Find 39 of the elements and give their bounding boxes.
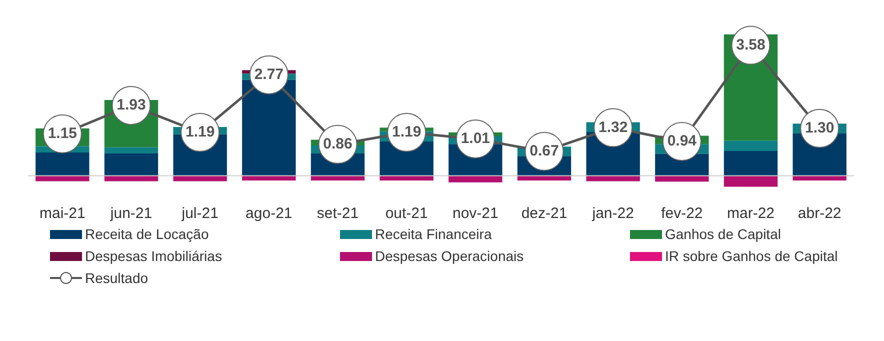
legend-label: Despesas Operacionais <box>375 248 524 264</box>
x-tick-label: set-21 <box>316 205 359 222</box>
bar <box>104 147 158 154</box>
x-tick-label: jun-21 <box>109 205 152 222</box>
bar <box>724 140 778 151</box>
legend-label: Receita Financeira <box>375 226 492 242</box>
x-tick-label: out-21 <box>385 205 428 222</box>
legend-label: Despesas Imobiliárias <box>85 248 222 264</box>
x-tick-label: fev-22 <box>661 205 703 222</box>
x-tick-label: mar-22 <box>726 205 775 222</box>
x-tick-label: dez-21 <box>521 205 568 222</box>
data-label: 0.86 <box>323 136 352 153</box>
data-label: 3.58 <box>736 36 766 54</box>
bar <box>104 154 158 176</box>
bar <box>36 152 90 176</box>
data-label: 1.01 <box>460 130 490 148</box>
data-label: 1.30 <box>804 120 834 137</box>
data-label: 0.94 <box>667 132 698 150</box>
x-tick-label: abr-22 <box>798 205 842 222</box>
legend-label: IR sobre Ganhos de Capital <box>665 248 838 264</box>
data-label: 1.19 <box>392 124 422 141</box>
bar <box>242 80 296 176</box>
legend-label: Receita de Locação <box>85 226 209 242</box>
data-label: 1.15 <box>48 125 78 142</box>
legend-label: Resultado <box>85 270 148 286</box>
x-tick-label: jul-21 <box>180 205 218 222</box>
x-tick-label: mai-21 <box>39 205 86 222</box>
data-label: 1.93 <box>116 96 146 114</box>
x-tick-label: jan-22 <box>591 205 634 222</box>
bar <box>724 150 778 176</box>
data-label: 1.32 <box>598 118 628 136</box>
data-label: 0.67 <box>530 142 559 160</box>
legend-label: Ganhos de Capital <box>665 226 781 242</box>
x-tick-label: ago-21 <box>246 205 292 222</box>
bar <box>448 176 502 182</box>
bar <box>724 176 778 187</box>
data-label: 1.19 <box>185 124 215 141</box>
x-tick-label: nov-21 <box>452 205 498 222</box>
data-label: 2.77 <box>254 66 284 83</box>
